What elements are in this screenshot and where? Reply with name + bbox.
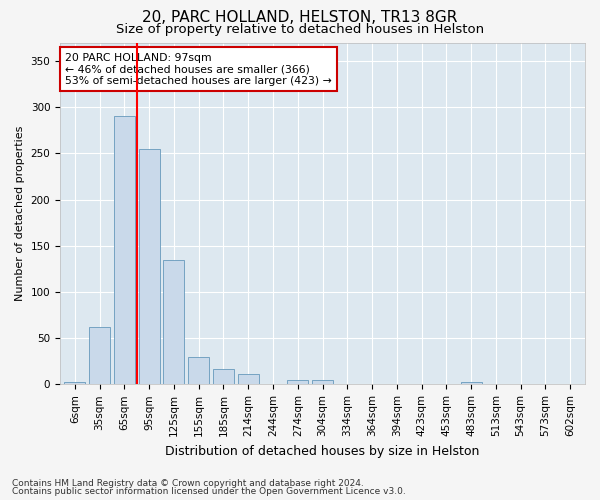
Bar <box>213 368 234 384</box>
Bar <box>188 356 209 384</box>
Bar <box>238 374 259 384</box>
Y-axis label: Number of detached properties: Number of detached properties <box>15 126 25 301</box>
Text: Size of property relative to detached houses in Helston: Size of property relative to detached ho… <box>116 22 484 36</box>
Bar <box>461 382 482 384</box>
X-axis label: Distribution of detached houses by size in Helston: Distribution of detached houses by size … <box>166 444 480 458</box>
Text: 20, PARC HOLLAND, HELSTON, TR13 8GR: 20, PARC HOLLAND, HELSTON, TR13 8GR <box>142 10 458 25</box>
Bar <box>139 148 160 384</box>
Bar <box>287 380 308 384</box>
Text: 20 PARC HOLLAND: 97sqm
← 46% of detached houses are smaller (366)
53% of semi-de: 20 PARC HOLLAND: 97sqm ← 46% of detached… <box>65 53 332 86</box>
Bar <box>64 382 85 384</box>
Text: Contains HM Land Registry data © Crown copyright and database right 2024.: Contains HM Land Registry data © Crown c… <box>12 478 364 488</box>
Bar <box>312 380 333 384</box>
Bar <box>114 116 135 384</box>
Bar <box>163 260 184 384</box>
Text: Contains public sector information licensed under the Open Government Licence v3: Contains public sector information licen… <box>12 487 406 496</box>
Bar <box>89 327 110 384</box>
